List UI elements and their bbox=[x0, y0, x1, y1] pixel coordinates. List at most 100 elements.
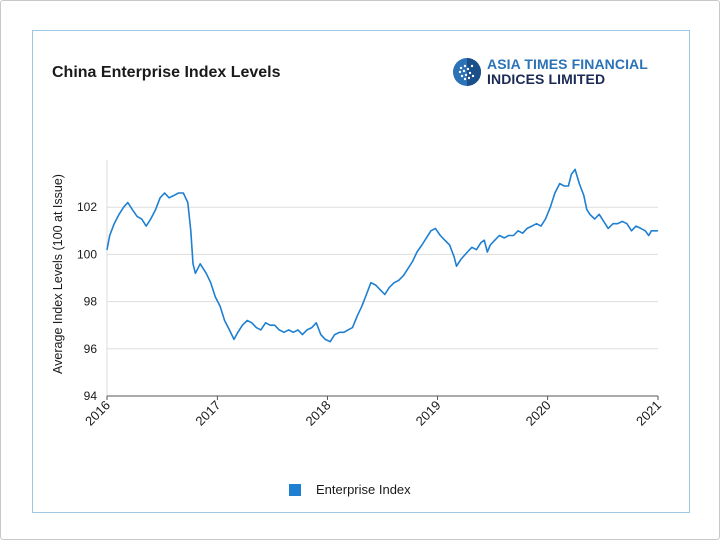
data-point bbox=[449, 244, 451, 246]
data-point bbox=[471, 246, 473, 248]
data-point bbox=[106, 249, 108, 251]
data-point bbox=[583, 194, 585, 196]
data-point bbox=[343, 331, 345, 333]
data-point bbox=[508, 235, 510, 236]
data-point bbox=[205, 272, 207, 274]
data-point bbox=[517, 230, 519, 232]
series-line-enterprise-index bbox=[106, 168, 658, 343]
grid-lines bbox=[107, 206, 658, 350]
data-point bbox=[559, 183, 561, 185]
series-layer bbox=[106, 168, 659, 343]
data-point bbox=[246, 320, 248, 321]
data-point bbox=[578, 183, 580, 185]
data-point bbox=[412, 261, 413, 262]
data-point bbox=[570, 173, 572, 175]
data-point bbox=[168, 197, 170, 199]
globe-dots-icon bbox=[453, 58, 481, 86]
data-point bbox=[113, 223, 115, 225]
data-point bbox=[301, 334, 303, 336]
x-tick-label: 2019 bbox=[413, 398, 444, 429]
data-point bbox=[416, 251, 418, 253]
chart-title: China Enterprise Index Levels bbox=[52, 64, 281, 81]
data-point bbox=[178, 192, 179, 194]
data-point bbox=[329, 341, 331, 343]
x-tick-label: 2018 bbox=[303, 398, 334, 429]
data-point bbox=[513, 235, 514, 236]
data-point bbox=[498, 235, 500, 236]
data-point bbox=[657, 230, 659, 232]
data-point bbox=[190, 230, 192, 232]
data-point bbox=[127, 202, 129, 203]
data-point bbox=[540, 225, 542, 227]
data-point bbox=[388, 286, 390, 288]
data-point bbox=[640, 227, 642, 229]
data-point bbox=[635, 225, 637, 227]
data-point bbox=[483, 239, 485, 241]
data-point bbox=[393, 282, 395, 284]
brand-logo-block: ASIA TIMES FINANCIAL INDICES LIMITED bbox=[452, 56, 662, 88]
data-point bbox=[398, 279, 400, 281]
data-point bbox=[554, 192, 556, 194]
data-point bbox=[567, 185, 569, 187]
data-point bbox=[563, 185, 565, 187]
data-point bbox=[586, 209, 588, 211]
data-point bbox=[164, 192, 166, 194]
y-axis-title: Average Index Levels (100 at Issue) bbox=[51, 174, 65, 374]
data-point bbox=[545, 218, 546, 220]
data-point bbox=[260, 329, 262, 331]
brand-name-line1: ASIA TIMES FINANCIAL bbox=[487, 56, 648, 72]
data-point bbox=[475, 249, 477, 251]
data-point bbox=[489, 244, 491, 246]
data-point bbox=[320, 334, 322, 336]
data-point bbox=[453, 256, 455, 258]
data-point bbox=[292, 331, 294, 333]
data-point bbox=[265, 322, 267, 324]
data-point bbox=[297, 329, 299, 331]
data-point bbox=[311, 327, 313, 329]
y-tick-label: 102 bbox=[77, 200, 97, 214]
data-point bbox=[370, 282, 372, 284]
data-point bbox=[251, 322, 253, 324]
data-point bbox=[594, 218, 596, 220]
data-point bbox=[269, 324, 271, 326]
data-point bbox=[233, 338, 235, 340]
data-point bbox=[278, 329, 280, 331]
data-point bbox=[631, 230, 632, 232]
data-point bbox=[159, 197, 161, 199]
data-point bbox=[607, 227, 609, 229]
data-point bbox=[237, 331, 239, 333]
data-point bbox=[574, 168, 576, 170]
data-point bbox=[617, 223, 619, 225]
data-point bbox=[210, 282, 212, 284]
data-point bbox=[194, 272, 196, 274]
data-point bbox=[141, 218, 143, 220]
data-point bbox=[187, 202, 189, 203]
data-point bbox=[219, 305, 221, 307]
data-point bbox=[486, 251, 488, 253]
data-point bbox=[444, 239, 446, 241]
data-point bbox=[480, 242, 482, 244]
data-point bbox=[288, 329, 290, 331]
data-point bbox=[352, 327, 353, 329]
data-point bbox=[626, 223, 628, 225]
y-tick-label: 98 bbox=[84, 295, 98, 309]
data-point bbox=[425, 237, 427, 239]
data-point bbox=[603, 220, 605, 222]
data-point bbox=[324, 338, 326, 340]
legend-swatch-enterprise-index bbox=[289, 484, 301, 496]
data-point bbox=[466, 251, 468, 253]
x-tick-label: 2021 bbox=[633, 398, 664, 429]
data-point bbox=[379, 289, 381, 291]
data-point bbox=[430, 230, 432, 232]
data-point bbox=[439, 235, 441, 236]
data-point bbox=[228, 329, 230, 331]
data-point bbox=[347, 329, 349, 331]
data-point bbox=[155, 209, 157, 211]
data-point bbox=[255, 327, 257, 329]
data-point bbox=[384, 294, 386, 295]
data-point bbox=[136, 216, 138, 218]
data-point bbox=[150, 218, 152, 220]
data-point bbox=[182, 192, 184, 194]
data-point bbox=[434, 227, 436, 229]
